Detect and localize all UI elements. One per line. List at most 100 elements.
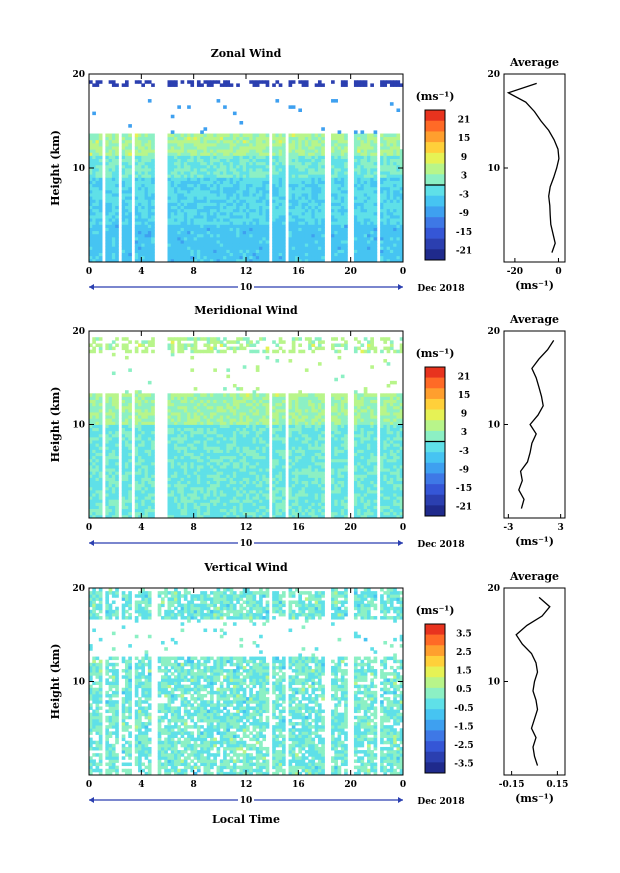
heatmap-cell bbox=[210, 158, 214, 163]
heatmap-cell bbox=[255, 146, 260, 150]
heatmap-cell bbox=[111, 255, 116, 260]
heatmap-cell bbox=[134, 152, 139, 156]
heatmap-cell bbox=[108, 502, 113, 506]
heatmap-cell bbox=[210, 424, 214, 429]
heatmap-cell bbox=[144, 349, 149, 354]
heatmap-cell bbox=[147, 408, 152, 413]
heatmap-cell bbox=[187, 158, 191, 163]
heatmap-cell bbox=[353, 183, 358, 188]
heatmap-cell bbox=[281, 255, 286, 260]
heatmap-cell bbox=[115, 155, 119, 159]
heatmap-cell bbox=[265, 224, 270, 228]
heatmap-cell bbox=[92, 493, 96, 497]
heatmap-cell bbox=[177, 349, 181, 354]
heatmap-cell bbox=[249, 180, 253, 185]
heatmap-cell bbox=[383, 177, 388, 181]
heatmap-cell bbox=[206, 483, 211, 488]
heatmap-cell bbox=[223, 183, 227, 188]
heatmap-cell bbox=[151, 474, 155, 478]
heatmap-cell bbox=[170, 393, 175, 397]
heatmap-cell bbox=[141, 461, 145, 466]
heatmap-cell bbox=[170, 183, 175, 188]
heatmap-cell bbox=[226, 177, 231, 181]
heatmap-cell bbox=[203, 477, 208, 481]
heatmap-cell bbox=[134, 474, 139, 478]
heatmap-cell bbox=[380, 183, 384, 188]
heatmap-cell bbox=[373, 211, 378, 216]
heatmap-cell bbox=[108, 193, 113, 197]
heatmap-cell bbox=[105, 452, 110, 457]
heatmap-cell bbox=[242, 221, 247, 225]
heatmap-cell bbox=[180, 405, 185, 410]
heatmap-cell bbox=[138, 483, 142, 488]
heatmap-cell bbox=[144, 149, 149, 153]
heatmap-cell bbox=[115, 421, 119, 425]
heatmap-cell bbox=[357, 146, 361, 150]
heatmap-cell bbox=[337, 230, 342, 235]
heatmap-cell bbox=[134, 349, 139, 354]
heatmap-cell bbox=[92, 399, 96, 404]
heatmap-cell bbox=[190, 249, 195, 253]
heatmap-cell bbox=[262, 236, 267, 241]
heatmap-cell bbox=[203, 158, 208, 163]
heatmap-cell bbox=[95, 402, 100, 407]
colorbar-swatch bbox=[425, 217, 445, 229]
heatmap-cell bbox=[95, 249, 100, 253]
heatmap-cell bbox=[124, 427, 129, 432]
heatmap-cell bbox=[213, 368, 217, 372]
heatmap-cell bbox=[147, 452, 152, 457]
heatmap-cell bbox=[216, 177, 221, 181]
heatmap-cell bbox=[147, 427, 152, 432]
heatmap-cell bbox=[367, 224, 371, 228]
heatmap-cell bbox=[177, 152, 181, 156]
heatmap-cell bbox=[226, 189, 231, 194]
heatmap-cell bbox=[311, 205, 316, 210]
heatmap-cell bbox=[141, 230, 145, 235]
heatmap-cell bbox=[262, 211, 267, 216]
heatmap-cell bbox=[311, 180, 316, 185]
heatmap-cell bbox=[337, 164, 342, 169]
heatmap-cell bbox=[383, 224, 388, 228]
heatmap-cell bbox=[111, 224, 116, 228]
heatmap-cell bbox=[190, 446, 195, 450]
heatmap-cell bbox=[393, 149, 397, 153]
heatmap-cell bbox=[317, 139, 322, 144]
heatmap-cell bbox=[111, 221, 116, 225]
heatmap-cell bbox=[105, 215, 110, 219]
heatmap-cell bbox=[95, 480, 100, 485]
heatmap-cell bbox=[317, 196, 322, 200]
heatmap-cell bbox=[196, 471, 201, 475]
heatmap-cell bbox=[321, 236, 325, 241]
heatmap-cell bbox=[216, 146, 221, 150]
heatmap-cell bbox=[141, 158, 145, 163]
heatmap-cell bbox=[353, 171, 358, 175]
heatmap-cell bbox=[177, 161, 181, 166]
heatmap-cell bbox=[373, 240, 378, 244]
heatmap-cell bbox=[170, 227, 175, 232]
heatmap-cell bbox=[389, 183, 394, 188]
heatmap-cell bbox=[275, 255, 280, 260]
heatmap-cell bbox=[167, 196, 172, 200]
heatmap-cell bbox=[138, 402, 142, 407]
heatmap-cell bbox=[232, 183, 237, 188]
heatmap-cell bbox=[124, 174, 129, 178]
heatmap-cell bbox=[124, 461, 129, 466]
heatmap-cell bbox=[95, 202, 100, 206]
heatmap-cell bbox=[200, 152, 204, 156]
heatmap-cell bbox=[196, 499, 201, 503]
heatmap-cell bbox=[177, 477, 181, 481]
heatmap-cell bbox=[138, 390, 142, 394]
heatmap-cell bbox=[174, 393, 178, 397]
heatmap-cell bbox=[317, 183, 322, 188]
heatmap-cell bbox=[200, 486, 204, 491]
heatmap-cell bbox=[229, 249, 234, 253]
heatmap-cell bbox=[373, 193, 378, 197]
heatmap-cell bbox=[363, 158, 368, 163]
heatmap-cell bbox=[301, 174, 306, 178]
heatmap-cell bbox=[134, 427, 139, 432]
heatmap-cell bbox=[174, 396, 178, 400]
heatmap-cell bbox=[167, 427, 172, 432]
heatmap-cell bbox=[128, 152, 132, 156]
heatmap-cell bbox=[210, 258, 214, 263]
heatmap-cell bbox=[219, 208, 224, 213]
